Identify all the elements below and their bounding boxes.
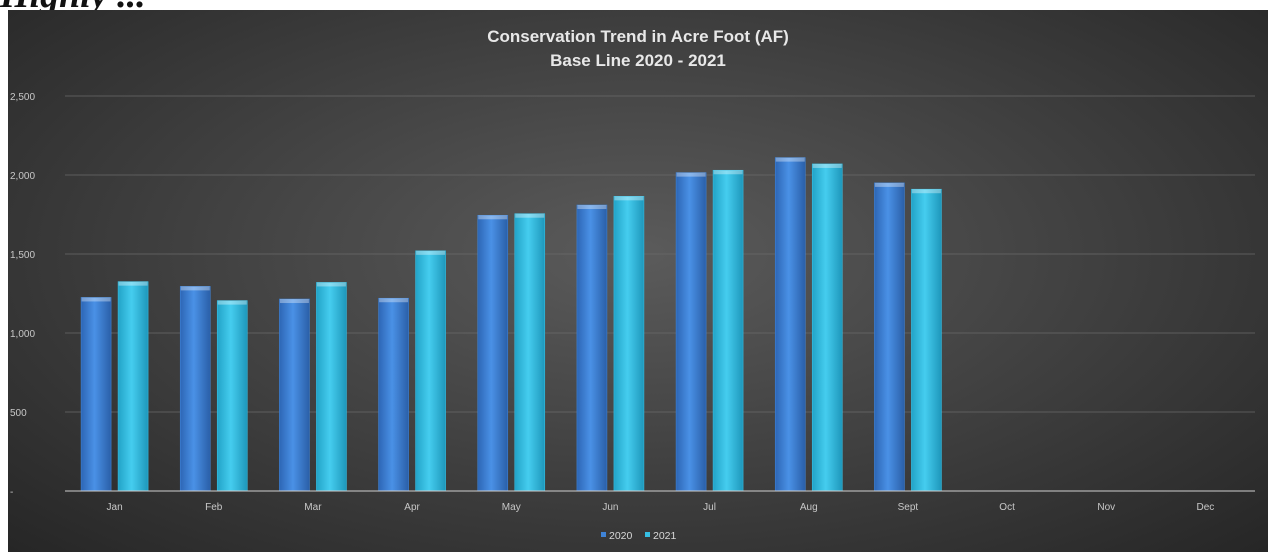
legend-label: 2020 — [609, 530, 633, 542]
bar-top-highlight — [775, 157, 805, 162]
chart-title: Conservation Trend in Acre Foot (AF) — [487, 27, 789, 46]
bar-2021-jun — [613, 196, 645, 492]
bar-2021-jan — [117, 281, 149, 492]
bar-top-highlight — [416, 250, 446, 255]
bar-top-highlight — [515, 213, 545, 218]
y-tick-label: 2,000 — [10, 171, 35, 182]
bar-2020-jun — [576, 204, 608, 492]
bar-2021-may — [514, 213, 546, 492]
x-tick-label: May — [502, 502, 521, 513]
y-tick-label: 1,500 — [10, 250, 35, 261]
bar-chart: Conservation Trend in Acre Foot (AF) Bas… — [10, 27, 1255, 542]
x-axis-ticks: Jan Feb Mar Apr May Jun Jul Aug Sept Oct Nov Dec — [107, 502, 1215, 513]
y-tick-label: 2,500 — [10, 92, 35, 103]
x-tick-label: Feb — [205, 502, 223, 513]
legend-label: 2021 — [653, 530, 677, 542]
x-tick-label: Mar — [304, 502, 322, 513]
y-tick-label: - — [10, 487, 13, 498]
bar-2021-mar — [316, 282, 347, 492]
gridlines — [65, 95, 1255, 413]
bar-top-highlight — [577, 205, 607, 210]
x-tick-label: Aug — [800, 502, 818, 513]
bar-2020-jan — [80, 297, 112, 492]
bar-2021-apr — [415, 250, 446, 492]
bar-2020-may — [477, 214, 509, 492]
bar-top-highlight — [713, 170, 743, 175]
legend: 2020 2021 — [601, 530, 677, 542]
bar-top-highlight — [118, 281, 148, 286]
bar-2021-aug — [811, 163, 843, 492]
bar-top-highlight — [180, 286, 210, 291]
legend-swatch — [645, 532, 650, 537]
bar-top-highlight — [81, 297, 111, 302]
y-axis-ticks: - 500 1,000 1,500 2,000 2,500 — [10, 92, 35, 498]
bar-top-highlight — [379, 298, 409, 303]
x-tick-label: Nov — [1097, 502, 1115, 513]
bar-2021-feb — [216, 300, 248, 492]
y-tick-label: 1,000 — [10, 329, 35, 340]
bar-2020-apr — [378, 297, 409, 492]
bar-2021-sept — [911, 188, 942, 492]
bar-2020-jul — [675, 172, 707, 492]
bars — [80, 157, 942, 492]
bar-2020-mar — [279, 298, 310, 492]
x-tick-label: Dec — [1197, 502, 1215, 513]
bar-2021-jul — [712, 169, 744, 492]
bar-top-highlight — [812, 163, 842, 168]
bar-top-highlight — [279, 299, 309, 304]
legend-swatch — [601, 532, 606, 537]
bar-top-highlight — [614, 196, 644, 201]
bar-top-highlight — [676, 172, 706, 177]
x-tick-label: Oct — [999, 502, 1015, 513]
chart-subtitle: Base Line 2020 - 2021 — [550, 51, 726, 70]
bar-2020-aug — [774, 157, 806, 492]
chart-panel: Conservation Trend in Acre Foot (AF) Bas… — [8, 10, 1268, 552]
x-tick-label: Sept — [898, 502, 919, 513]
bar-top-highlight — [217, 300, 247, 305]
y-tick-label: 500 — [10, 408, 27, 419]
bar-2020-feb — [179, 286, 211, 492]
bar-top-highlight — [316, 282, 346, 287]
x-tick-label: Jul — [703, 502, 716, 513]
x-tick-label: Jun — [602, 502, 618, 513]
bar-2020-sept — [874, 182, 905, 492]
x-tick-label: Jan — [107, 502, 123, 513]
bar-top-highlight — [911, 189, 941, 194]
page-heading-fragment: Highly ... — [0, 0, 1268, 12]
bar-top-highlight — [874, 182, 904, 187]
x-tick-label: Apr — [404, 502, 420, 513]
bar-top-highlight — [478, 215, 508, 220]
